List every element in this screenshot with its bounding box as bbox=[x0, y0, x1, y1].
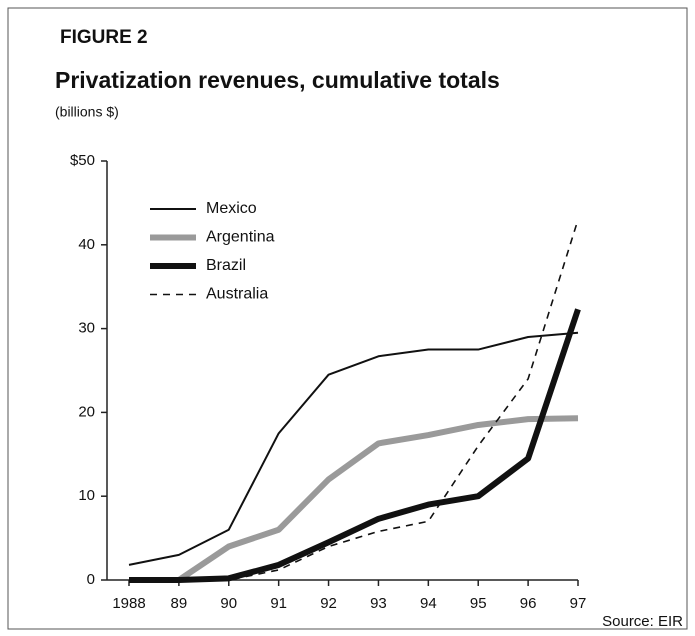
y-tick-label: 0 bbox=[87, 571, 95, 588]
x-tick-label: 93 bbox=[370, 595, 387, 612]
y-tick-label: $50 bbox=[70, 152, 95, 169]
series-line bbox=[128, 331, 579, 566]
x-tick-label: 92 bbox=[320, 595, 337, 612]
legend-label: Australia bbox=[206, 286, 268, 303]
x-tick-label: 94 bbox=[420, 595, 437, 612]
series-line bbox=[129, 415, 579, 583]
x-tick-label: 97 bbox=[570, 595, 587, 612]
x-tick-label: 96 bbox=[520, 595, 537, 612]
frame bbox=[7, 7, 688, 630]
legend-label: Mexico bbox=[206, 200, 257, 217]
y-tick-label: 40 bbox=[78, 236, 95, 253]
chart-subtitle: (billions $) bbox=[55, 104, 119, 120]
series-line bbox=[129, 308, 581, 583]
x-tick-label: 89 bbox=[171, 595, 188, 612]
x-tick-label: 90 bbox=[220, 595, 237, 612]
x-tick-label: 91 bbox=[270, 595, 287, 612]
y-tick-label: 20 bbox=[78, 403, 95, 420]
chart-title: Privatization revenues, cumulative total… bbox=[55, 67, 500, 93]
y-tick-label: 30 bbox=[78, 320, 95, 337]
source: Source: EIR bbox=[602, 613, 683, 630]
y-tick-label: 10 bbox=[78, 487, 95, 504]
legend-label: Brazil bbox=[206, 257, 246, 274]
figure-label: FIGURE 2 bbox=[60, 27, 148, 48]
x-tick-label: 1988 bbox=[112, 595, 145, 612]
x-tick-label: 95 bbox=[470, 595, 487, 612]
legend-label: Argentina bbox=[206, 229, 275, 246]
series-line bbox=[129, 219, 579, 581]
